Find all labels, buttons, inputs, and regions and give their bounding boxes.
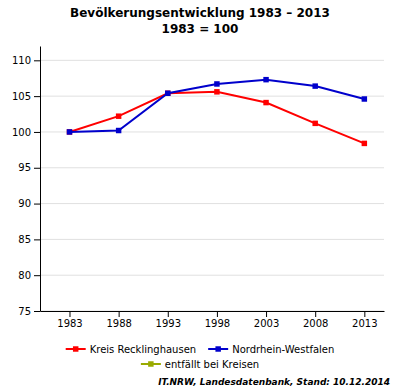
grid-line xyxy=(40,203,384,204)
y-tick-label: 90 xyxy=(18,198,31,209)
grid-line xyxy=(40,167,384,168)
series xyxy=(67,77,367,135)
x-tick-mark xyxy=(217,311,218,317)
x-tick: 1988 xyxy=(106,311,131,329)
marker xyxy=(362,141,367,146)
x-tick-label: 1993 xyxy=(156,318,181,329)
marker xyxy=(312,83,317,88)
y-tick: 100 xyxy=(12,127,40,138)
y-tick: 105 xyxy=(12,91,40,102)
x-tick-label: 1988 xyxy=(106,318,131,329)
y-tick-label: 105 xyxy=(12,91,31,102)
y-tick-label: 100 xyxy=(12,127,31,138)
y-tick: 110 xyxy=(12,55,40,66)
title: Bevölkerungsentwicklung 1983 – 2013 xyxy=(70,6,330,20)
x-axis: 1983 1988 1993 1998 2003 2008 2013 xyxy=(41,311,385,329)
x-tick-label: 1998 xyxy=(205,318,230,329)
legend-item: Nordrhein-Westfalen xyxy=(208,344,334,355)
x-axis-line xyxy=(41,311,385,312)
marker xyxy=(165,91,170,96)
x-tick: 2008 xyxy=(303,311,328,329)
marker xyxy=(263,77,268,82)
y-tick-label: 80 xyxy=(18,270,31,281)
x-tick-label: 2013 xyxy=(352,318,377,329)
x-tick: 1998 xyxy=(205,311,230,329)
y-tick-mark xyxy=(34,239,40,240)
legend-label: Kreis Recklinghausen xyxy=(90,344,196,355)
y-axis: 75 80 85 90 95 100 105 110 xyxy=(12,47,41,317)
y-axis-line xyxy=(40,47,41,312)
legend: Kreis Recklinghausen Nordrhein-Westfalen e… xyxy=(66,344,335,370)
legend-item: Kreis Recklinghausen xyxy=(66,344,196,355)
series xyxy=(67,89,367,146)
marker xyxy=(214,81,219,86)
marker xyxy=(312,121,317,126)
y-tick-mark xyxy=(34,204,40,205)
x-tick: 1993 xyxy=(156,311,181,329)
marks xyxy=(67,77,367,146)
y-tick-label: 110 xyxy=(12,55,31,66)
legend-marker xyxy=(73,346,78,351)
line xyxy=(69,92,364,144)
marker xyxy=(165,91,170,96)
x-tick-label: 1983 xyxy=(57,318,82,329)
legend-marker xyxy=(148,361,153,366)
x-tick-mark xyxy=(315,311,316,317)
y-tick-mark xyxy=(34,311,40,312)
x-tick: 2013 xyxy=(352,311,377,329)
y-tick-label: 95 xyxy=(18,162,31,173)
x-tick-mark xyxy=(69,311,70,317)
x-tick-mark xyxy=(364,311,365,317)
marker xyxy=(116,128,121,133)
x-tick-mark xyxy=(168,311,169,317)
marker xyxy=(67,129,72,134)
x-tick-mark xyxy=(266,311,267,317)
grid-line xyxy=(40,60,384,61)
legend-marker xyxy=(215,346,220,351)
y-tick: 95 xyxy=(18,162,40,173)
y-tick-label: 85 xyxy=(18,234,31,245)
chart: Bevölkerungsentwicklung 1983 – 2013 1983 … xyxy=(0,0,400,391)
y-tick-label: 75 xyxy=(18,306,31,317)
grid xyxy=(40,60,384,311)
y-tick: 75 xyxy=(18,306,40,317)
grid-line xyxy=(40,311,384,312)
legend-label: entfällt bei Kreisen xyxy=(165,359,259,370)
x-tick-label: 2003 xyxy=(254,318,279,329)
marker xyxy=(67,129,72,134)
y-tick: 90 xyxy=(18,198,40,209)
grid-line xyxy=(40,239,384,240)
footer: IT.NRW, Landesdatenbank, Stand: 10.12.20… xyxy=(158,377,390,387)
y-tick: 85 xyxy=(18,234,40,245)
subtitle: 1983 = 100 xyxy=(162,22,239,36)
y-tick-mark xyxy=(34,168,40,169)
plot-area: 1983 1988 1993 1998 2003 2008 2013 75 80 85 90 95 10… xyxy=(12,47,385,330)
y-tick-mark xyxy=(34,96,40,97)
grid-line xyxy=(40,96,384,97)
line xyxy=(69,80,364,132)
y-tick-mark xyxy=(34,60,40,61)
y-tick-mark xyxy=(34,132,40,133)
y-tick: 80 xyxy=(18,270,40,281)
marker xyxy=(214,89,219,94)
x-tick-mark xyxy=(119,311,120,317)
x-tick: 2003 xyxy=(254,311,279,329)
marker xyxy=(263,100,268,105)
legend-label: Nordrhein-Westfalen xyxy=(232,344,334,355)
legend-item: entfällt bei Kreisen xyxy=(141,359,259,370)
grid-line xyxy=(40,275,384,276)
marker xyxy=(362,96,367,101)
marker xyxy=(116,113,121,118)
x-tick-label: 2008 xyxy=(303,318,328,329)
y-tick-mark xyxy=(34,275,40,276)
x-tick: 1983 xyxy=(57,311,82,329)
